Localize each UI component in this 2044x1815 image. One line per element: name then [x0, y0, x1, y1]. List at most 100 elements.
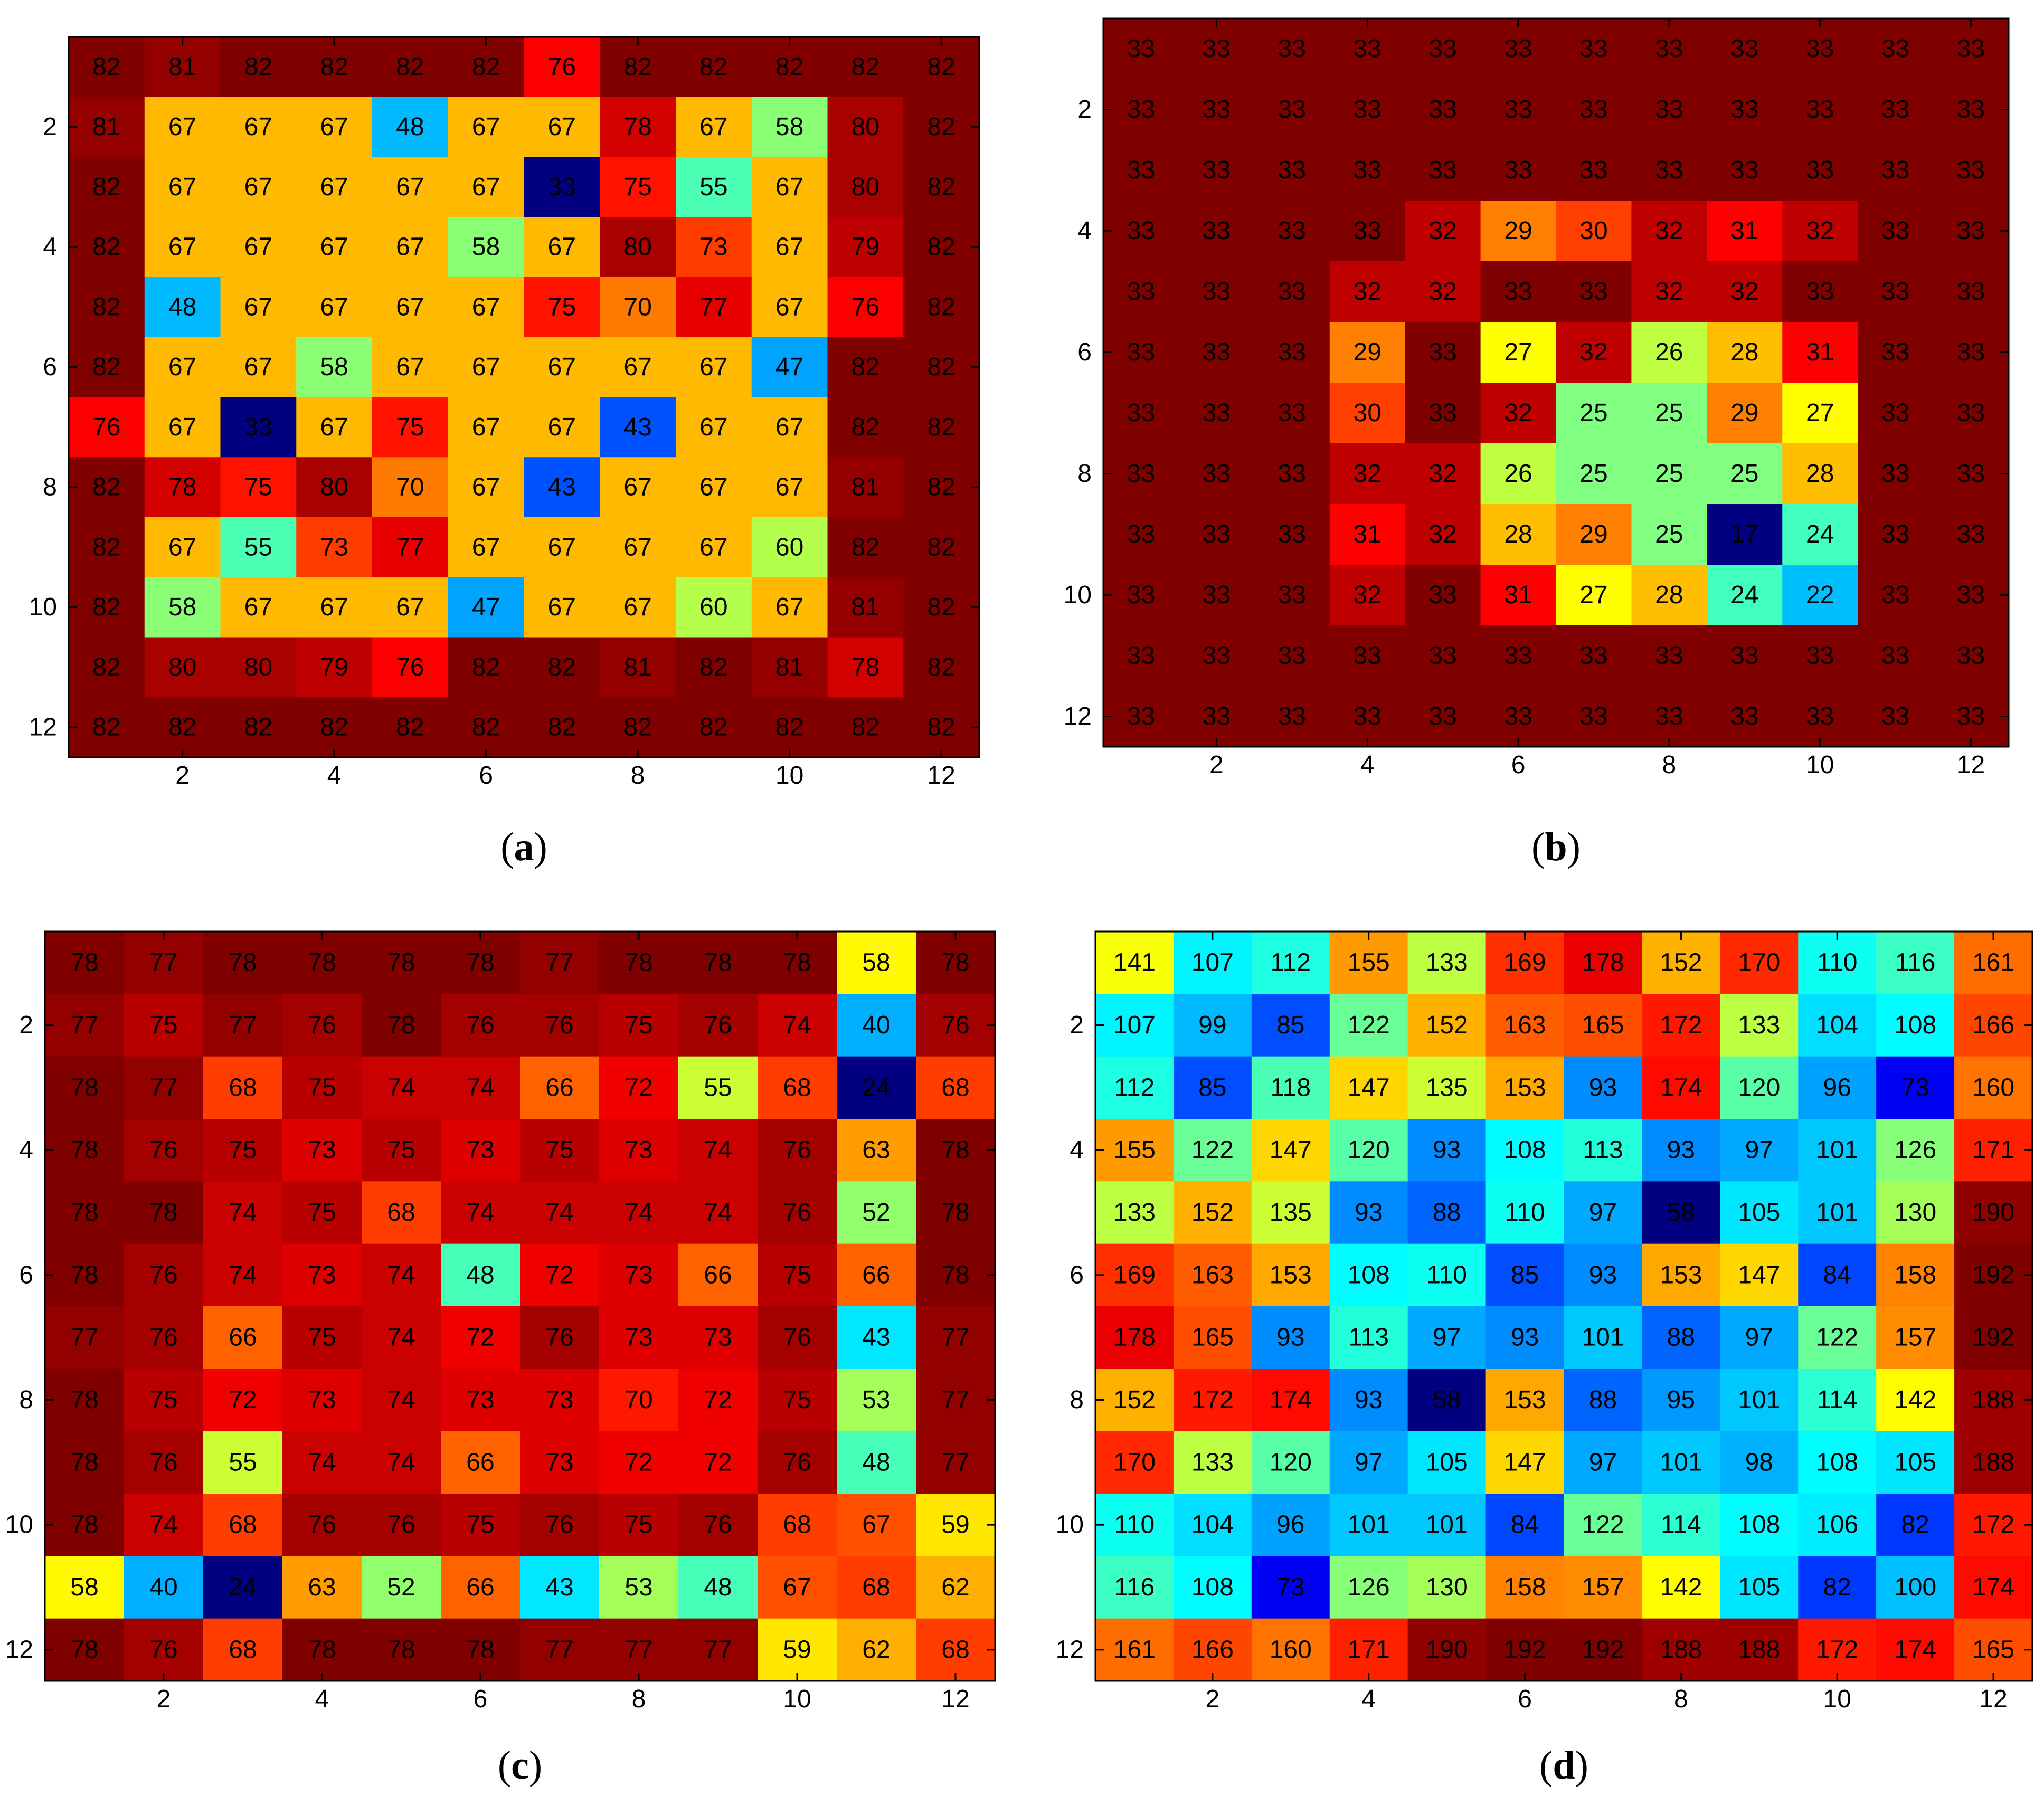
heatmap-cell	[916, 1369, 996, 1432]
cell-value-label: 82	[927, 293, 955, 321]
heatmap-cell	[1707, 79, 1783, 140]
cell-value-label: 85	[1276, 1011, 1304, 1039]
cell-value-label: 101	[1660, 1448, 1702, 1476]
cell-value-label: 126	[1894, 1136, 1936, 1164]
heatmap-cell	[916, 1431, 996, 1494]
cell-value-label: 33	[1579, 156, 1607, 184]
heatmap-cell	[69, 397, 145, 458]
cell-value-label: 33	[1428, 399, 1456, 427]
cell-value-label: 33	[1203, 96, 1231, 123]
heatmap-cell	[837, 1431, 916, 1494]
heatmap-cell	[1933, 322, 2009, 383]
cell-value-label: 169	[1503, 949, 1546, 977]
heatmap-cell	[1707, 504, 1783, 565]
cell-value-label: 67	[168, 113, 196, 141]
heatmap-cell	[837, 994, 916, 1057]
heatmap-cell	[1642, 1306, 1720, 1369]
cell-value-label: 33	[1278, 156, 1306, 184]
heatmap-cell	[1954, 1181, 2033, 1244]
cell-value-label: 33	[1655, 642, 1683, 670]
heatmap-cell	[903, 517, 980, 578]
heatmap-cell	[676, 337, 752, 398]
cell-value-label: 77	[941, 1324, 969, 1352]
cell-value-label: 165	[1972, 1636, 2014, 1664]
cell-value-label: 112	[1114, 1073, 1155, 1101]
heatmap-cell	[1405, 322, 1481, 383]
x-tick-label: 12	[1957, 751, 1985, 779]
heatmap-cell	[69, 517, 145, 578]
cell-value-label: 68	[783, 1511, 811, 1539]
heatmap-cell	[220, 217, 297, 278]
heatmap-cell	[448, 97, 525, 158]
heatmap-cell	[751, 457, 828, 518]
cell-value-label: 73	[704, 1324, 732, 1352]
cell-value-label: 17	[1730, 520, 1758, 548]
heatmap-cell	[1095, 1306, 1174, 1369]
caption-close-paren: )	[1567, 825, 1581, 869]
cell-value-label: 31	[1354, 520, 1381, 548]
heatmap-cell	[1178, 201, 1255, 262]
heatmap-cell	[1254, 565, 1330, 626]
cell-value-label: 77	[70, 1011, 98, 1039]
cell-value-label: 82	[92, 353, 120, 381]
heatmap-cell	[1642, 1119, 1720, 1182]
cell-value-label: 107	[1113, 1011, 1156, 1039]
heatmap-cell	[599, 994, 679, 1057]
panel-d: 141 107 112 155 133 169 178 152 170 110 116 161 107 9…	[1056, 930, 2033, 1788]
x-tick-label: 10	[1823, 1685, 1851, 1713]
cell-value-label: 77	[545, 949, 573, 977]
cell-value-label: 67	[775, 293, 803, 321]
cell-value-label: 33	[548, 173, 576, 201]
cell-value-label: 75	[308, 1073, 336, 1101]
cell-value-label: 33	[1278, 642, 1306, 670]
heatmap-cell	[1407, 1181, 1487, 1244]
cell-value-label: 169	[1113, 1261, 1156, 1289]
heatmap-cell	[1103, 18, 1179, 80]
cell-value-label: 130	[1894, 1199, 1936, 1227]
cell-value-label: 74	[229, 1199, 257, 1227]
heatmap-cell	[1556, 504, 1632, 565]
heatmap-cell	[524, 97, 600, 158]
cell-value-label: 78	[941, 1199, 969, 1227]
cell-value-label: 33	[1957, 96, 1985, 123]
y-tick-label: 8	[43, 473, 57, 501]
heatmap-cell	[1564, 1243, 1643, 1307]
cell-value-label: 81	[851, 473, 879, 501]
heatmap-cell	[676, 217, 752, 278]
cell-value-label: 78	[70, 1448, 98, 1476]
heatmap-cell	[1103, 201, 1179, 262]
cell-value-label: 105	[1738, 1199, 1780, 1227]
heatmap-cell	[1173, 1056, 1252, 1119]
cell-value-label: 82	[168, 714, 196, 742]
heatmap-cell	[1173, 1431, 1252, 1494]
heatmap-cell	[837, 1494, 916, 1556]
heatmap-cell	[520, 1494, 600, 1556]
cell-value-label: 82	[851, 53, 879, 81]
cell-value-label: 63	[308, 1573, 336, 1601]
heatmap-cell	[678, 1181, 758, 1244]
cell-value-label: 78	[387, 1011, 415, 1039]
cell-value-label: 113	[1348, 1324, 1389, 1352]
cell-value-label: 33	[1579, 35, 1607, 63]
heatmap-cell	[916, 994, 996, 1057]
cell-value-label: 178	[1113, 1324, 1156, 1352]
heatmap-cell	[1933, 686, 2009, 747]
cell-value-label: 33	[1655, 35, 1683, 63]
cell-value-label: 73	[320, 533, 348, 561]
heatmap-cell	[524, 157, 600, 217]
heatmap-cell	[524, 517, 600, 578]
cell-value-label: 73	[1276, 1573, 1304, 1601]
cell-value-label: 78	[70, 1199, 98, 1227]
cell-value-label: 67	[168, 413, 196, 441]
heatmap-cell	[599, 1056, 679, 1119]
cell-value-label: 74	[387, 1261, 415, 1289]
cell-value-label: 74	[308, 1448, 336, 1476]
cell-value-label: 82	[244, 714, 272, 742]
heatmap-cell	[282, 1556, 362, 1619]
heatmap-cell	[296, 277, 373, 338]
heatmap-cell	[124, 1618, 204, 1681]
cell-value-label: 28	[1730, 338, 1758, 366]
cell-value-label: 122	[1816, 1324, 1858, 1352]
heatmap-cell	[448, 457, 525, 518]
cell-value-label: 68	[941, 1073, 969, 1101]
